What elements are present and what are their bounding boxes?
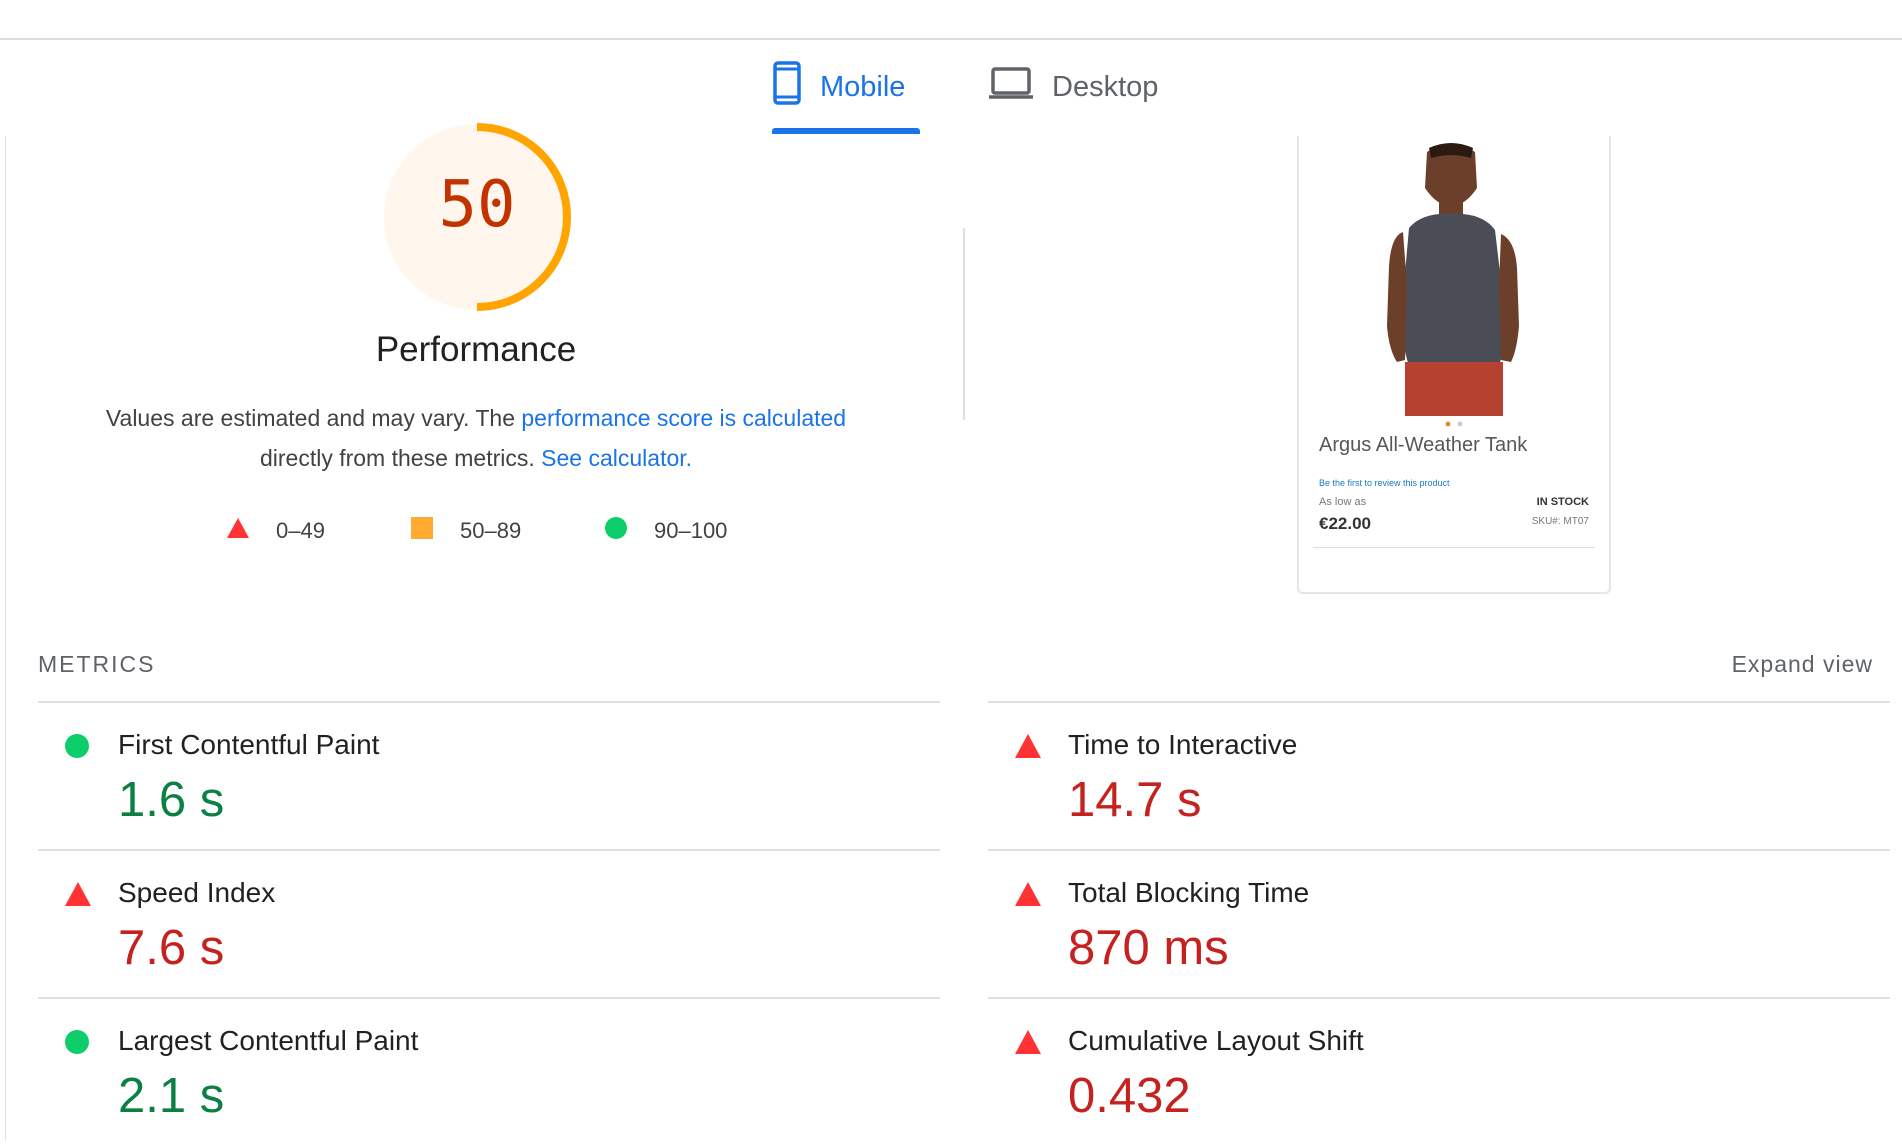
tab-mobile-label: Mobile: [820, 70, 906, 103]
metrics-heading: METRICS: [38, 651, 156, 677]
metric-name: First Contentful Paint: [118, 729, 380, 760]
score-gauge: [383, 123, 571, 311]
as-low-as-label: As low as: [1319, 496, 1367, 508]
triangle-icon: [226, 517, 250, 545]
tab-desktop-label: Desktop: [1052, 70, 1159, 103]
metric-value: 0.432: [1068, 1069, 1191, 1123]
metric-value: 870 ms: [1068, 921, 1229, 975]
see-calculator-link[interactable]: See calculator.: [541, 445, 693, 471]
metric-name: Cumulative Layout Shift: [1068, 1025, 1364, 1056]
circle-icon: [64, 733, 90, 764]
performance-description: Values are estimated and may vary. The p…: [60, 398, 892, 478]
product-price: €22.00: [1319, 514, 1371, 533]
smartphone-icon: [772, 61, 802, 113]
tab-desktop[interactable]: Desktop: [988, 40, 1158, 134]
metrics-divider: [988, 701, 1890, 703]
triangle-icon: [1014, 1029, 1042, 1060]
metrics-divider: [988, 849, 1890, 851]
metric-name: Time to Interactive: [1068, 729, 1298, 760]
metric-value: 1.6 s: [118, 773, 225, 827]
expand-view-button[interactable]: Expand view: [1731, 651, 1873, 677]
metric-value: 2.1 s: [118, 1069, 225, 1123]
product-sku: SKU#: MT07: [1531, 516, 1589, 527]
page-screenshot: Argus All-Weather Tank Be the first to r…: [1297, 136, 1611, 594]
triangle-icon: [1014, 881, 1042, 912]
metric-name: Largest Contentful Paint: [118, 1025, 419, 1056]
legend-fail: 0–49: [226, 516, 325, 546]
review-link: Be the first to review this product: [1319, 478, 1450, 488]
metric-speed-index: Speed Index 7.6 s: [38, 851, 938, 999]
metric-value: 14.7 s: [1068, 773, 1202, 827]
circle-icon: [64, 1029, 90, 1060]
metric-time-to-interactive: Time to Interactive 14.7 s: [988, 703, 1888, 851]
gauge-background: [384, 124, 570, 310]
metrics-divider: [38, 849, 940, 851]
active-tab-indicator: [772, 128, 920, 134]
description-text-1: Values are estimated and may vary. The: [105, 405, 522, 431]
metric-cumulative-layout-shift: Cumulative Layout Shift 0.432: [988, 999, 1888, 1147]
tab-mobile[interactable]: Mobile: [772, 40, 905, 134]
triangle-icon: [64, 881, 92, 912]
metrics-divider: [38, 997, 940, 999]
metric-value: 7.6 s: [118, 921, 225, 975]
section-divider: [963, 228, 965, 420]
performance-title: Performance: [375, 330, 577, 369]
product-name: Argus All-Weather Tank: [1319, 434, 1528, 456]
top-bar: [0, 0, 1902, 40]
product-divider: [1313, 547, 1595, 548]
metric-first-contentful-paint: First Contentful Paint 1.6 s: [38, 703, 938, 851]
metric-name: Speed Index: [118, 877, 276, 908]
legend-fail-range: 0–49: [276, 518, 325, 543]
metric-name: Total Blocking Time: [1068, 877, 1310, 908]
metric-largest-contentful-paint: Largest Contentful Paint 2.1 s: [38, 999, 938, 1147]
circle-icon: [604, 516, 628, 546]
product-image: [1299, 136, 1609, 416]
left-border: [5, 136, 6, 1140]
legend-pass-range: 90–100: [654, 518, 728, 543]
carousel-dots[interactable]: [1442, 420, 1466, 428]
metric-total-blocking-time: Total Blocking Time 870 ms: [988, 851, 1888, 999]
square-icon: [410, 516, 434, 546]
legend-average-range: 50–89: [460, 518, 522, 543]
metrics-divider: [38, 701, 940, 703]
legend-pass: 90–100: [604, 516, 727, 546]
description-text-2: directly from these metrics.: [259, 445, 542, 471]
metrics-divider: [988, 997, 1890, 999]
gauge-arc: [383, 123, 571, 311]
triangle-icon: [1014, 733, 1042, 764]
legend-average: 50–89: [410, 516, 521, 546]
laptop-icon: [988, 66, 1034, 108]
stock-status: IN STOCK: [1536, 496, 1589, 508]
score-calculated-link[interactable]: performance score is calculated: [521, 405, 847, 431]
device-tabs: Mobile Desktop: [0, 40, 1902, 134]
performance-score: 50: [438, 168, 516, 242]
